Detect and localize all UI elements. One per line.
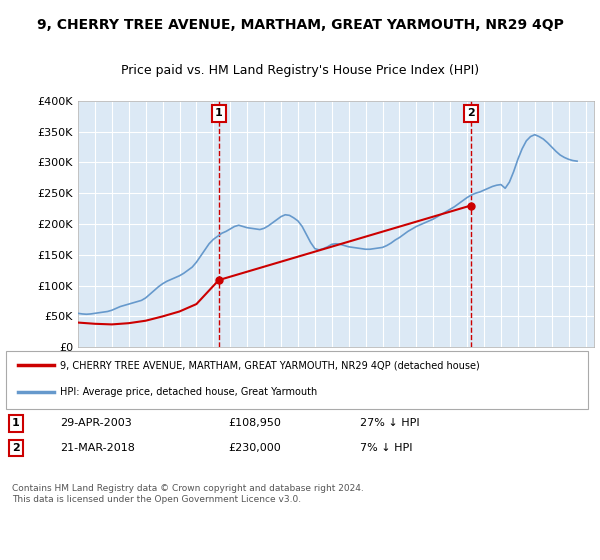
Text: £230,000: £230,000 bbox=[228, 443, 281, 453]
Text: 9, CHERRY TREE AVENUE, MARTHAM, GREAT YARMOUTH, NR29 4QP (detached house): 9, CHERRY TREE AVENUE, MARTHAM, GREAT YA… bbox=[60, 360, 480, 370]
Text: 7% ↓ HPI: 7% ↓ HPI bbox=[360, 443, 413, 453]
Text: 29-APR-2003: 29-APR-2003 bbox=[60, 418, 132, 428]
Text: Contains HM Land Registry data © Crown copyright and database right 2024.
This d: Contains HM Land Registry data © Crown c… bbox=[12, 484, 364, 504]
Text: 21-MAR-2018: 21-MAR-2018 bbox=[60, 443, 135, 453]
Text: 1: 1 bbox=[12, 418, 20, 428]
Text: 9, CHERRY TREE AVENUE, MARTHAM, GREAT YARMOUTH, NR29 4QP: 9, CHERRY TREE AVENUE, MARTHAM, GREAT YA… bbox=[37, 18, 563, 32]
FancyBboxPatch shape bbox=[6, 351, 588, 409]
Text: £108,950: £108,950 bbox=[228, 418, 281, 428]
Text: 1: 1 bbox=[215, 108, 223, 118]
Text: HPI: Average price, detached house, Great Yarmouth: HPI: Average price, detached house, Grea… bbox=[60, 387, 317, 397]
Text: 2: 2 bbox=[467, 108, 475, 118]
Text: 27% ↓ HPI: 27% ↓ HPI bbox=[360, 418, 419, 428]
Text: Price paid vs. HM Land Registry's House Price Index (HPI): Price paid vs. HM Land Registry's House … bbox=[121, 64, 479, 77]
Text: 2: 2 bbox=[12, 443, 20, 453]
